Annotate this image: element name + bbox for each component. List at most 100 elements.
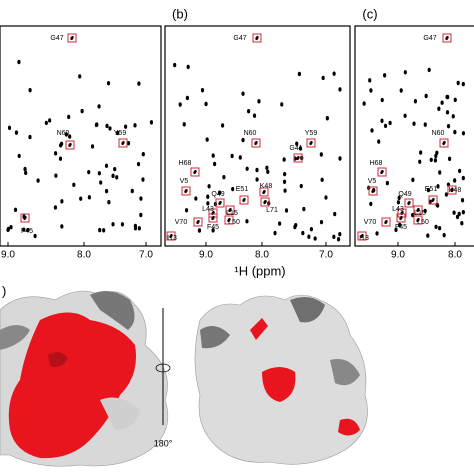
peak (450, 187, 454, 193)
peak-label: V5 (368, 178, 377, 185)
peak (309, 227, 314, 232)
panel-frame (354, 25, 474, 247)
rotation-label: 180° (154, 438, 173, 448)
peak (282, 179, 287, 184)
peak (13, 207, 18, 213)
peak-label: G47 (233, 35, 246, 42)
peak (17, 153, 21, 159)
peak (130, 188, 134, 194)
peak (107, 199, 111, 205)
peak-box (259, 187, 269, 197)
peak (54, 173, 58, 178)
peak (182, 122, 186, 127)
peak-label: G47 (423, 35, 436, 42)
peak-label: E51 (236, 186, 249, 193)
peak-label: Q49 (398, 191, 411, 198)
peak (383, 73, 387, 78)
peak-box (428, 195, 438, 205)
peak (380, 97, 384, 103)
peak (58, 156, 63, 161)
peak-box (404, 198, 414, 208)
peak-box (215, 198, 225, 208)
peak (283, 188, 287, 193)
peak (141, 177, 145, 182)
peak (206, 201, 210, 206)
peak-box (368, 186, 378, 196)
peak (461, 81, 465, 87)
peak (44, 120, 48, 126)
peak (457, 211, 461, 217)
peak (453, 178, 457, 183)
peak (211, 228, 215, 233)
peak (385, 180, 389, 186)
peak-label: L50 (228, 219, 240, 226)
peak (28, 87, 32, 93)
peak-label: Y59 (305, 130, 318, 137)
peak (245, 166, 249, 171)
peak (455, 214, 460, 220)
peak (184, 208, 189, 213)
peak (451, 114, 455, 119)
peak-label: F45 (395, 224, 407, 231)
peak (416, 217, 420, 223)
peak (231, 186, 235, 192)
peak (336, 237, 341, 242)
peak (211, 215, 215, 221)
peak (185, 95, 190, 101)
peak-label: N60 (244, 130, 257, 137)
peak (338, 232, 342, 237)
peak (435, 150, 439, 155)
peak (213, 201, 218, 207)
peak-label: F45 (21, 228, 33, 235)
peak-box (224, 215, 234, 225)
rotation-arrow (155, 363, 171, 373)
peak-label: V70 (364, 219, 377, 226)
peak (133, 226, 138, 231)
peak-box (166, 231, 176, 241)
peak (115, 175, 119, 180)
peak (230, 153, 234, 159)
peak (137, 226, 141, 231)
peak (294, 222, 298, 228)
peak-box (208, 213, 218, 223)
peak (460, 221, 464, 226)
peak (418, 159, 422, 165)
peak (213, 161, 217, 167)
peak-box (439, 138, 449, 148)
peak-box (377, 167, 387, 177)
peak (437, 106, 441, 111)
peak (394, 227, 398, 233)
peak (255, 35, 259, 41)
panel-frame (164, 25, 351, 247)
peak (252, 113, 257, 118)
peak (321, 75, 325, 81)
peak (241, 91, 245, 96)
peak (9, 225, 13, 230)
peak (460, 198, 465, 203)
peak (458, 168, 462, 174)
peak-box (396, 213, 406, 223)
peak (265, 165, 269, 170)
peak (325, 116, 329, 121)
peak-label: G41 (289, 145, 302, 152)
peak (24, 170, 28, 176)
peak (403, 70, 407, 75)
peak (241, 137, 245, 143)
peak (106, 81, 111, 86)
peak (54, 151, 58, 156)
peak (397, 195, 401, 201)
peak (111, 173, 115, 179)
x-tick-label: 7.0 (319, 250, 333, 261)
peak (211, 153, 215, 158)
peak (108, 126, 112, 131)
peak-box (357, 231, 367, 241)
peak (133, 123, 137, 128)
x-tick-label: 7.0 (139, 250, 153, 261)
panel-frame (0, 25, 162, 247)
peak (446, 94, 450, 100)
peak (426, 233, 430, 238)
peak (126, 141, 131, 146)
peak (141, 152, 145, 157)
